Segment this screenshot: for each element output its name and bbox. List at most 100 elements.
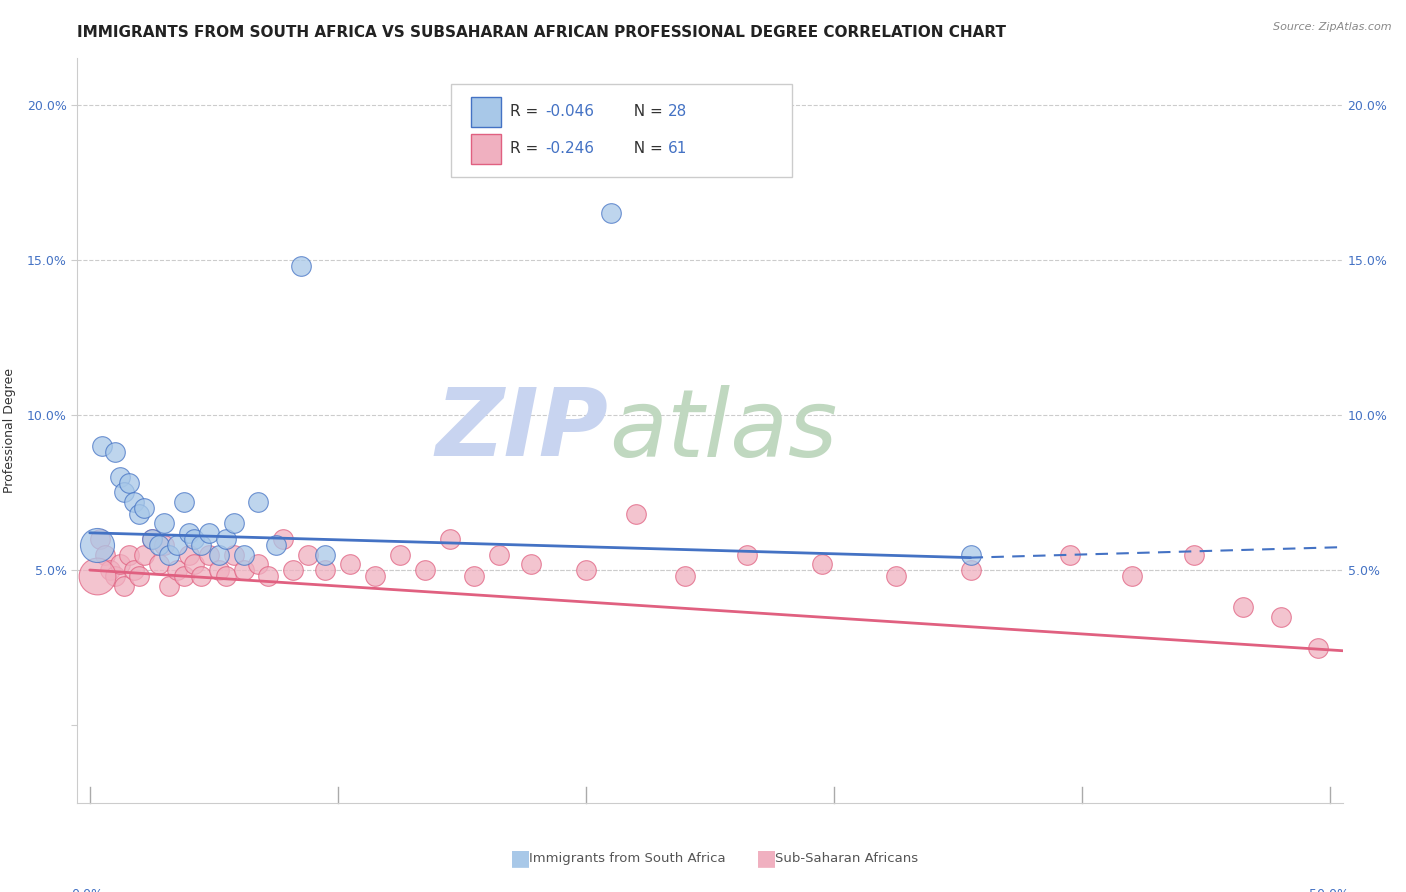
Point [624, 507, 647, 521]
Text: -0.246: -0.246 [546, 141, 595, 156]
Point [93, 548, 115, 562]
Text: Source: ZipAtlas.com: Source: ZipAtlas.com [1274, 22, 1392, 32]
Point [198, 548, 221, 562]
Point [208, 563, 231, 577]
Text: -0.046: -0.046 [546, 104, 595, 120]
Text: Immigrants from South Africa: Immigrants from South Africa [529, 852, 725, 864]
Point [247, 557, 270, 571]
Point [118, 548, 141, 562]
Point [247, 495, 270, 509]
Point [575, 563, 598, 577]
Point [148, 557, 170, 571]
Point [128, 507, 150, 521]
Point [413, 563, 436, 577]
Point [810, 557, 832, 571]
Point [215, 569, 238, 583]
Point [173, 569, 195, 583]
Point [183, 557, 205, 571]
Point [190, 538, 212, 552]
Point [148, 538, 170, 552]
Point [297, 548, 319, 562]
Point [124, 563, 146, 577]
Point [86, 538, 108, 552]
Point [1059, 548, 1081, 562]
Text: Sub-Saharan Africans: Sub-Saharan Africans [775, 852, 918, 864]
Point [198, 525, 221, 540]
Point [157, 548, 180, 562]
Point [257, 569, 280, 583]
Point [141, 532, 163, 546]
Point [141, 532, 163, 546]
Point [124, 495, 146, 509]
Point [959, 563, 981, 577]
Point [190, 569, 212, 583]
Point [177, 525, 200, 540]
Point [108, 557, 131, 571]
Point [222, 548, 245, 562]
Point [118, 476, 141, 491]
Text: N =: N = [624, 104, 668, 120]
FancyBboxPatch shape [471, 96, 502, 127]
Point [959, 548, 981, 562]
Point [1306, 640, 1329, 655]
Point [520, 557, 543, 571]
Point [264, 538, 287, 552]
Point [439, 532, 461, 546]
Text: IMMIGRANTS FROM SOUTH AFRICA VS SUBSAHARAN AFRICAN PROFESSIONAL DEGREE CORRELATI: IMMIGRANTS FROM SOUTH AFRICA VS SUBSAHAR… [77, 25, 1007, 40]
FancyBboxPatch shape [471, 134, 502, 164]
Point [314, 548, 336, 562]
Point [134, 500, 156, 515]
Point [673, 569, 696, 583]
Point [128, 569, 150, 583]
Point [599, 206, 621, 220]
Point [735, 548, 758, 562]
Text: ■: ■ [510, 848, 530, 868]
Point [114, 485, 136, 500]
Point [153, 516, 176, 531]
Point [153, 538, 176, 552]
Text: 0.0%: 0.0% [70, 888, 103, 892]
Point [86, 569, 108, 583]
Point [103, 569, 125, 583]
Point [91, 439, 114, 453]
Y-axis label: Professional Degree: Professional Degree [3, 368, 15, 493]
Point [173, 495, 195, 509]
Text: 28: 28 [668, 104, 688, 120]
Text: ZIP: ZIP [436, 384, 609, 476]
Point [177, 548, 200, 562]
Point [339, 557, 361, 571]
Text: atlas: atlas [609, 384, 837, 476]
Point [314, 563, 336, 577]
FancyBboxPatch shape [450, 84, 793, 178]
Point [232, 563, 254, 577]
Point [1121, 569, 1143, 583]
Point [232, 548, 254, 562]
Point [103, 445, 125, 459]
Point [157, 578, 180, 592]
Point [114, 578, 136, 592]
Point [488, 548, 510, 562]
Point [183, 532, 205, 546]
Point [1182, 548, 1205, 562]
Point [1270, 609, 1292, 624]
Text: N =: N = [624, 141, 668, 156]
Point [364, 569, 387, 583]
Text: R =: R = [510, 141, 543, 156]
Point [89, 532, 111, 546]
Point [98, 563, 121, 577]
Text: 61: 61 [668, 141, 688, 156]
Point [215, 532, 238, 546]
Point [884, 569, 907, 583]
Point [166, 538, 188, 552]
Text: R =: R = [510, 104, 543, 120]
Text: ■: ■ [756, 848, 776, 868]
Text: 50.0%: 50.0% [1309, 888, 1348, 892]
Point [463, 569, 485, 583]
Point [134, 548, 156, 562]
Point [283, 563, 305, 577]
Point [166, 563, 188, 577]
Point [290, 259, 312, 273]
Point [271, 532, 294, 546]
Point [1232, 600, 1254, 615]
Point [222, 516, 245, 531]
